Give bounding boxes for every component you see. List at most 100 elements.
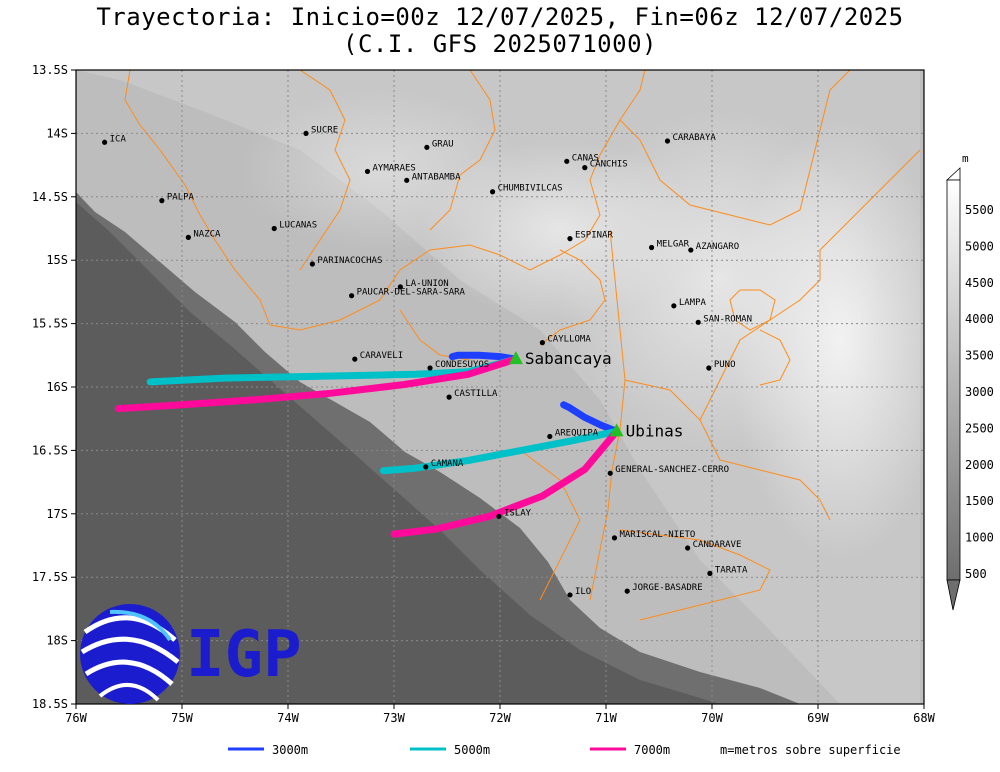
colorbar-label: 4500 xyxy=(965,276,994,290)
volcano-label: Ubinas xyxy=(626,421,684,440)
igp-logo: IGP xyxy=(80,604,302,704)
y-tick-label: 16.5S xyxy=(32,443,68,457)
trajectory-sabancaya-3000m xyxy=(448,351,520,363)
place-dot xyxy=(352,356,358,362)
place-dot xyxy=(424,144,430,150)
place-label: PAUCAR-DEL-SARA-SARA xyxy=(357,288,466,298)
place-label: CARABAYA xyxy=(672,133,716,143)
place-label: GENERAL-SANCHEZ-CERRO xyxy=(615,465,729,475)
place-dot xyxy=(567,592,573,598)
place-label: CAMANA xyxy=(431,459,464,469)
volcano-triangle-icon xyxy=(508,351,523,365)
place-dot xyxy=(102,139,108,145)
place-dot xyxy=(489,189,496,195)
y-axis: 13.5S 14S 14.5S 15S 15.5S 16S 16.5S 17S 17.5S 18S… xyxy=(32,63,76,711)
place-label: AZANGARO xyxy=(696,242,739,252)
trajectory-layer xyxy=(114,351,621,538)
volcano-label: Sabancaya xyxy=(525,349,612,368)
place-label: MELGAR xyxy=(657,240,690,250)
place-dot xyxy=(671,303,677,309)
trajectory-ubinas-3000m xyxy=(560,401,621,435)
place-label: CHUMBIVILCAS xyxy=(498,184,563,194)
volcano-layer: Sabancaya Ubinas xyxy=(508,349,684,440)
place-label: ESPINAR xyxy=(575,231,614,241)
colorbar-label: 1000 xyxy=(965,531,994,545)
place-label: GRAU xyxy=(432,139,454,149)
place-dot xyxy=(695,319,701,325)
y-tick-label: 14S xyxy=(46,126,68,140)
trajectory-sabancaya-7000m xyxy=(114,355,520,413)
place-dot xyxy=(567,236,573,242)
place-label: NAZCA xyxy=(193,229,221,239)
y-tick-label: 13.5S xyxy=(32,63,68,77)
place-dot xyxy=(607,470,613,476)
place-dot xyxy=(685,545,691,551)
y-tick-label: 15.5S xyxy=(32,317,68,331)
colorbar: m 500 1000 1500 2000 2500 3000 3500 4000 4500 500… xyxy=(945,152,994,611)
place-dot xyxy=(446,394,452,400)
place-label: LAMPA xyxy=(679,298,707,308)
y-tick-label: 18.5S xyxy=(32,697,68,711)
place-label: CAYLLOMA xyxy=(547,335,591,345)
colorbar-label: 4000 xyxy=(965,312,994,326)
place-dot xyxy=(303,130,309,136)
y-tick-label: 17.5S xyxy=(32,570,68,584)
place-label: PALPA xyxy=(167,193,195,203)
y-tick-label: 18S xyxy=(46,634,68,648)
place-label: LA-UNION xyxy=(405,279,448,289)
trajectory-legend: 3000m 5000m 7000m xyxy=(228,743,670,757)
place-dot xyxy=(664,138,671,144)
colorbar-unit: m xyxy=(962,152,969,165)
colorbar-label: 1500 xyxy=(965,494,994,508)
x-tick-label: 69W xyxy=(807,711,829,725)
colorbar-label: 2000 xyxy=(965,458,994,472)
place-dot xyxy=(706,365,712,371)
x-axis: 76W 75W 74W 73W 72W 71W 70W 69W 68W xyxy=(65,704,936,725)
place-label: AREQUIPA xyxy=(555,428,599,438)
place-dot xyxy=(688,247,694,253)
place-label: CARAVELI xyxy=(360,351,403,361)
place-label: SUCRE xyxy=(311,125,338,135)
place-dot xyxy=(364,168,371,175)
y-tick-label: 16S xyxy=(46,380,68,394)
place-label: ANTABAMBA xyxy=(412,172,461,182)
place-label: CANDARAVE xyxy=(693,540,742,550)
place-dot xyxy=(404,177,410,183)
place-dot xyxy=(185,234,191,240)
place-dot xyxy=(496,513,502,519)
map-grid xyxy=(76,70,924,704)
igp-logo-text: IGP xyxy=(186,618,302,692)
legend-label: 7000m xyxy=(634,743,670,757)
colorbar-label: 5000 xyxy=(965,239,994,253)
x-tick-label: 76W xyxy=(65,711,87,725)
y-tick-label: 15S xyxy=(46,253,68,267)
place-label: AYMARAES xyxy=(373,163,416,173)
x-tick-label: 74W xyxy=(277,711,299,725)
y-tick-label: 17S xyxy=(46,507,68,521)
place-label: CANCHIS xyxy=(590,160,628,170)
y-tick-label: 14.5S xyxy=(32,190,68,204)
legend-label: 3000m xyxy=(272,743,308,757)
x-tick-label: 72W xyxy=(489,711,511,725)
place-dot xyxy=(309,261,315,267)
place-label: TARATA xyxy=(715,565,748,575)
x-tick-label: 75W xyxy=(171,711,193,725)
x-tick-label: 73W xyxy=(383,711,405,725)
volcano-triangle-icon xyxy=(609,423,624,437)
place-label: CANAS xyxy=(572,153,599,163)
place-label: ICA xyxy=(110,134,127,144)
trajectory-ubinas-5000m xyxy=(379,427,621,475)
x-tick-label: 71W xyxy=(595,711,617,725)
place-dot xyxy=(397,284,403,290)
colorbar-label: 3000 xyxy=(965,385,994,399)
place-label: PUNO xyxy=(714,360,736,370)
colorbar-label: 3500 xyxy=(965,349,994,363)
place-dot xyxy=(611,535,618,541)
colorbar-label: 500 xyxy=(965,567,987,581)
title-line-2: (C.I. GFS 2025071000) xyxy=(343,30,657,58)
place-dot xyxy=(707,570,713,576)
title-line-1: Trayectoria: Inicio=00z 12/07/2025, Fin=… xyxy=(96,3,904,31)
